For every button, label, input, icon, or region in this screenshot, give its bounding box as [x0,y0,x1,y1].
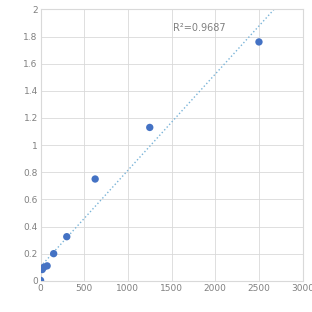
Point [38,278,43,283]
Point [93,177,98,182]
Point [40,267,45,272]
Point [64,234,69,239]
Point [45,263,50,268]
Point [256,39,261,44]
Point [51,251,56,256]
Point [41,265,46,270]
Point [147,125,152,130]
Text: R²=0.9687: R²=0.9687 [173,23,226,33]
